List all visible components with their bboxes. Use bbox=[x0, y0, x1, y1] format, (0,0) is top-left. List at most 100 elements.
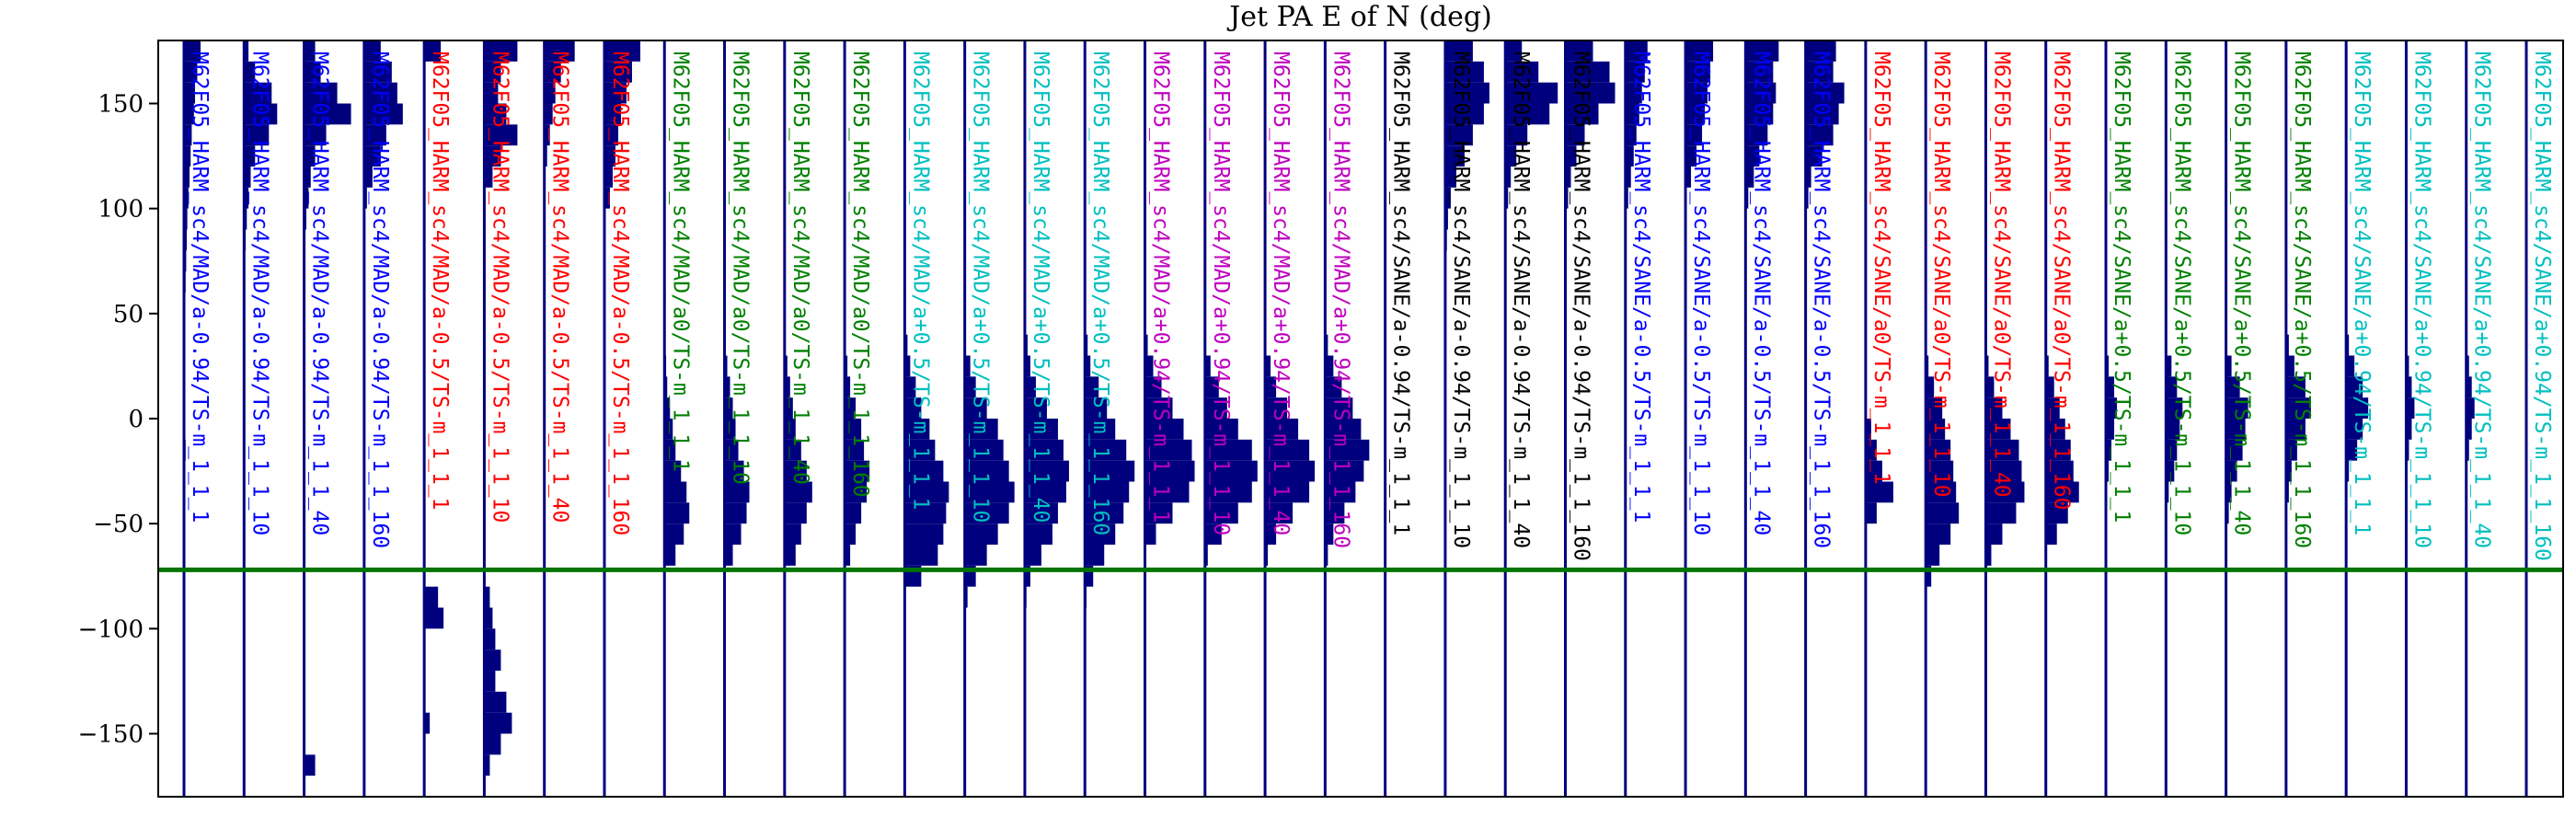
histogram-bar bbox=[1085, 439, 1127, 461]
histogram-bar bbox=[1085, 397, 1108, 419]
histogram-bar bbox=[1204, 523, 1222, 545]
histogram-bar bbox=[784, 460, 807, 482]
series-label: M62F05_HARM_sc4/MAD/a+0.94/TS-m_1_1_10 bbox=[1209, 52, 1233, 535]
histogram-bar bbox=[544, 82, 556, 104]
histogram-bar bbox=[2106, 376, 2115, 398]
series-label: M62F05_HARM_sc4/MAD/a0/TS-m_1_1_1 bbox=[668, 52, 692, 472]
histogram-bar bbox=[604, 40, 640, 62]
histogram-bar bbox=[484, 40, 518, 62]
histogram-bar bbox=[904, 419, 930, 440]
histogram-bar bbox=[845, 481, 868, 503]
histogram-bar bbox=[664, 439, 676, 461]
histogram-bar bbox=[1625, 40, 1648, 62]
histogram-bar bbox=[484, 607, 493, 629]
histogram-bar bbox=[1505, 82, 1558, 104]
series-label: M62F05_HARM_sc4/MAD/a0/TS-m_1_1_10 bbox=[729, 52, 753, 485]
plot-frame bbox=[157, 40, 2564, 798]
histogram-bar bbox=[2225, 460, 2237, 482]
histogram-bar bbox=[2225, 397, 2248, 419]
histogram-bar bbox=[1865, 439, 1877, 461]
y-tick-label: 50 bbox=[113, 301, 144, 328]
histogram-bar bbox=[2346, 439, 2358, 461]
histogram-bar bbox=[1745, 124, 1768, 146]
histogram-bar bbox=[2225, 355, 2232, 377]
histogram-bar bbox=[1024, 376, 1036, 398]
histogram-bar bbox=[1926, 460, 1954, 482]
series-label: M62F05_HARM_sc4/SANE/a0/TS-m_1_1_160 bbox=[2050, 52, 2074, 511]
series-label: M62F05_HARM_sc4/SANE/a+0.5/TS-m_1_1_160 bbox=[2290, 52, 2314, 548]
histogram-bar bbox=[1144, 481, 1190, 503]
histogram-bar bbox=[784, 523, 801, 545]
histogram-bar bbox=[2285, 355, 2294, 377]
histogram-bar bbox=[724, 376, 730, 398]
chart-title: Jet PA E of N (deg) bbox=[1226, 1, 1492, 33]
histogram-bar bbox=[1085, 355, 1091, 377]
series-label: M62F05_HARM_sc4/MAD/a+0.94/TS-m_1_1_1 bbox=[1149, 52, 1173, 523]
histogram-bar bbox=[724, 523, 742, 545]
histogram-bar bbox=[1085, 565, 1094, 587]
histogram-bar bbox=[604, 61, 632, 83]
histogram-bar bbox=[304, 61, 321, 83]
histogram-bar bbox=[2285, 439, 2297, 461]
histogram-bar bbox=[904, 460, 944, 482]
histogram-bar bbox=[244, 145, 256, 167]
histogram-bar bbox=[484, 754, 490, 776]
histogram-bar bbox=[184, 61, 198, 83]
histogram-bar bbox=[604, 145, 615, 167]
histogram-bar bbox=[244, 167, 251, 188]
histogram-bar bbox=[484, 61, 501, 83]
histogram-bar bbox=[1204, 502, 1238, 524]
histogram-bar bbox=[845, 545, 851, 566]
histogram-bar bbox=[1444, 61, 1484, 83]
histogram-bar bbox=[1865, 502, 1877, 524]
histogram-bar bbox=[2106, 419, 2115, 440]
histogram-bar bbox=[1926, 376, 1935, 398]
histogram-bar bbox=[2225, 481, 2232, 503]
histogram-bar bbox=[1745, 61, 1774, 83]
histogram-bar bbox=[2166, 355, 2172, 377]
series-label: M62F05_HARM_sc4/SANE/a+0.94/TS-m_1_1_160 bbox=[2530, 52, 2554, 561]
histogram-bar bbox=[244, 124, 270, 146]
histogram-bar bbox=[1565, 61, 1610, 83]
series-label: M62F05_HARM_sc4/MAD/a-0.5/TS-m_1_1_40 bbox=[548, 52, 572, 523]
histogram-bar bbox=[664, 460, 682, 482]
series-label: M62F05_HARM_sc4/MAD/a-0.94/TS-m_1_1_40 bbox=[308, 52, 332, 535]
histogram-bar bbox=[1985, 460, 2022, 482]
series-label: M62F05_HARM_sc4/SANE/a+0.94/TS-m_1_1_1 bbox=[2350, 52, 2374, 535]
histogram-bar bbox=[604, 103, 621, 125]
histogram-bar bbox=[724, 397, 733, 419]
histogram-bar bbox=[1204, 481, 1252, 503]
histogram-bar bbox=[1625, 167, 1631, 188]
histogram-bar bbox=[2166, 419, 2180, 440]
series-label: M62F05_HARM_sc4/MAD/a-0.94/TS-m_1_1_160 bbox=[368, 52, 392, 548]
histogram-bar bbox=[484, 628, 496, 650]
histogram-bar bbox=[2045, 397, 2060, 419]
histogram-bar bbox=[1926, 502, 1960, 524]
histogram-bar bbox=[2466, 376, 2472, 398]
series-labels-layer: M62F05_HARM_sc4/MAD/a-0.94/TS-m_1_1_1 M62… bbox=[188, 52, 2554, 561]
series-label: M62F05_HARM_sc4/MAD/a-0.5/TS-m_1_1_10 bbox=[488, 52, 512, 523]
histogram-bar bbox=[724, 545, 733, 566]
histogram-bar bbox=[544, 103, 553, 125]
histogram-bar bbox=[1204, 419, 1238, 440]
histogram-bar bbox=[1325, 355, 1334, 377]
histogram-bar bbox=[1745, 82, 1777, 104]
series-label: M62F05_HARM_sc4/SANE/a-0.5/TS-m_1_1_1 bbox=[1629, 52, 1653, 523]
histogram-bar bbox=[904, 523, 944, 545]
histogram-bar bbox=[1024, 419, 1058, 440]
histogram-bar bbox=[184, 103, 194, 125]
histogram-bar bbox=[1144, 460, 1195, 482]
histogram-bar bbox=[1926, 481, 1957, 503]
series-label: M62F05_HARM_sc4/MAD/a+0.94/TS-m_1_1_160 bbox=[1328, 52, 1352, 548]
histogram-bar bbox=[845, 502, 862, 524]
histogram-bar bbox=[904, 545, 938, 566]
histogram-bar bbox=[664, 545, 676, 566]
histogram-bar bbox=[544, 40, 575, 62]
histogram-bar bbox=[964, 481, 1015, 503]
histogram-bar bbox=[2285, 419, 2306, 440]
histogram-bar bbox=[1024, 355, 1030, 377]
histogram-bar bbox=[244, 82, 272, 104]
histogram-bar bbox=[724, 439, 739, 461]
histogram-bar bbox=[484, 82, 499, 104]
histogram-bar bbox=[1745, 145, 1760, 167]
